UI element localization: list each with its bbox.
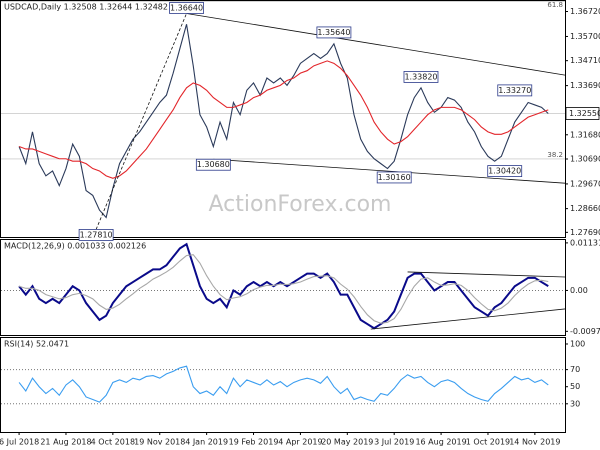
rsi-title: RSI(14) 52.0471 <box>4 340 69 349</box>
annotation-box <box>78 229 114 241</box>
y-tick-label: 1.35700 <box>570 32 600 41</box>
macd-title: MACD(12,26,9) 0.001033 0.002126 <box>4 242 146 251</box>
fib-label: 61.8 <box>547 1 563 9</box>
x-tick-label: 4 Oct 2018 <box>91 438 135 447</box>
x-tick-label: 6 Jul 2018 <box>0 438 39 447</box>
series-line <box>18 242 549 330</box>
y-tick-label: 1.34710 <box>570 56 600 65</box>
y-tick-label: -0.009729 <box>570 327 600 336</box>
y-tick-label: 1.27690 <box>570 228 600 237</box>
fib-label: 38.2 <box>547 151 563 159</box>
trendline <box>213 158 566 184</box>
y-tick-label: 0.011313 <box>570 238 600 247</box>
annotation-label: 1.30420 <box>488 167 521 176</box>
annotation-box <box>195 158 231 171</box>
annotation-box <box>487 165 523 177</box>
current-price-box <box>565 107 600 120</box>
trendline <box>407 271 566 278</box>
series-line <box>18 60 549 179</box>
annotation-label: 1.30680 <box>197 160 230 169</box>
y-tick-label: 1.29670 <box>570 179 600 188</box>
annotation-label: 1.33270 <box>498 86 531 95</box>
x-tick-label: 19 Feb 2019 <box>229 438 279 447</box>
y-tick-label: 1.28660 <box>570 204 600 213</box>
y-tick-label: 50 <box>570 382 580 391</box>
x-tick-label: 16 Aug 2019 <box>415 438 466 447</box>
macd-panel <box>0 239 566 336</box>
annotation-label: 1.27810 <box>80 230 113 239</box>
y-tick-label: 1.33690 <box>570 81 600 90</box>
annotation-box <box>316 26 352 39</box>
annotation-box <box>403 71 439 83</box>
series-line <box>18 254 549 324</box>
annotation-box <box>497 84 533 97</box>
x-tick-label: 1 Oct 2019 <box>466 438 510 447</box>
y-tick-label: 70 <box>570 365 580 374</box>
annotation-label: 1.36640 <box>170 3 203 12</box>
x-tick-label: 20 May 2019 <box>321 438 373 447</box>
annotation-label: 1.35640 <box>317 28 350 37</box>
x-tick-label: 21 Aug 2018 <box>40 438 91 447</box>
x-tick-label: 14 Nov 2019 <box>509 438 560 447</box>
series-line <box>18 365 549 403</box>
series-line <box>18 24 549 219</box>
current-price-label: 1.32550 <box>569 109 600 118</box>
annotation-label: 1.33820 <box>404 72 437 81</box>
y-tick-label: 30 <box>570 399 580 408</box>
x-tick-label: 19 Nov 2018 <box>134 438 185 447</box>
annotation-label: 1.30160 <box>378 173 411 182</box>
trendline <box>370 308 566 330</box>
rsi-panel <box>0 337 566 433</box>
annotation-box <box>169 2 204 14</box>
x-tick-label: 3 Jul 2019 <box>374 438 414 447</box>
annotation-box <box>376 171 412 184</box>
y-tick-label: 1.36720 <box>570 7 600 16</box>
price-title: USDCAD,Daily 1.32508 1.32644 1.32482 1.3… <box>4 3 204 12</box>
watermark: ActionForex.com <box>209 192 392 217</box>
price-panel <box>0 0 566 238</box>
trendline <box>95 13 187 230</box>
y-tick-label: 1.30690 <box>570 154 600 163</box>
y-tick-label: 1.31680 <box>570 130 600 139</box>
y-tick-label: 100 <box>570 339 585 348</box>
y-tick-label: 0.00 <box>570 286 588 295</box>
trendline <box>186 13 566 76</box>
x-tick-label: 4 Apr 2019 <box>278 438 322 447</box>
x-tick-label: 4 Jan 2019 <box>185 438 228 447</box>
